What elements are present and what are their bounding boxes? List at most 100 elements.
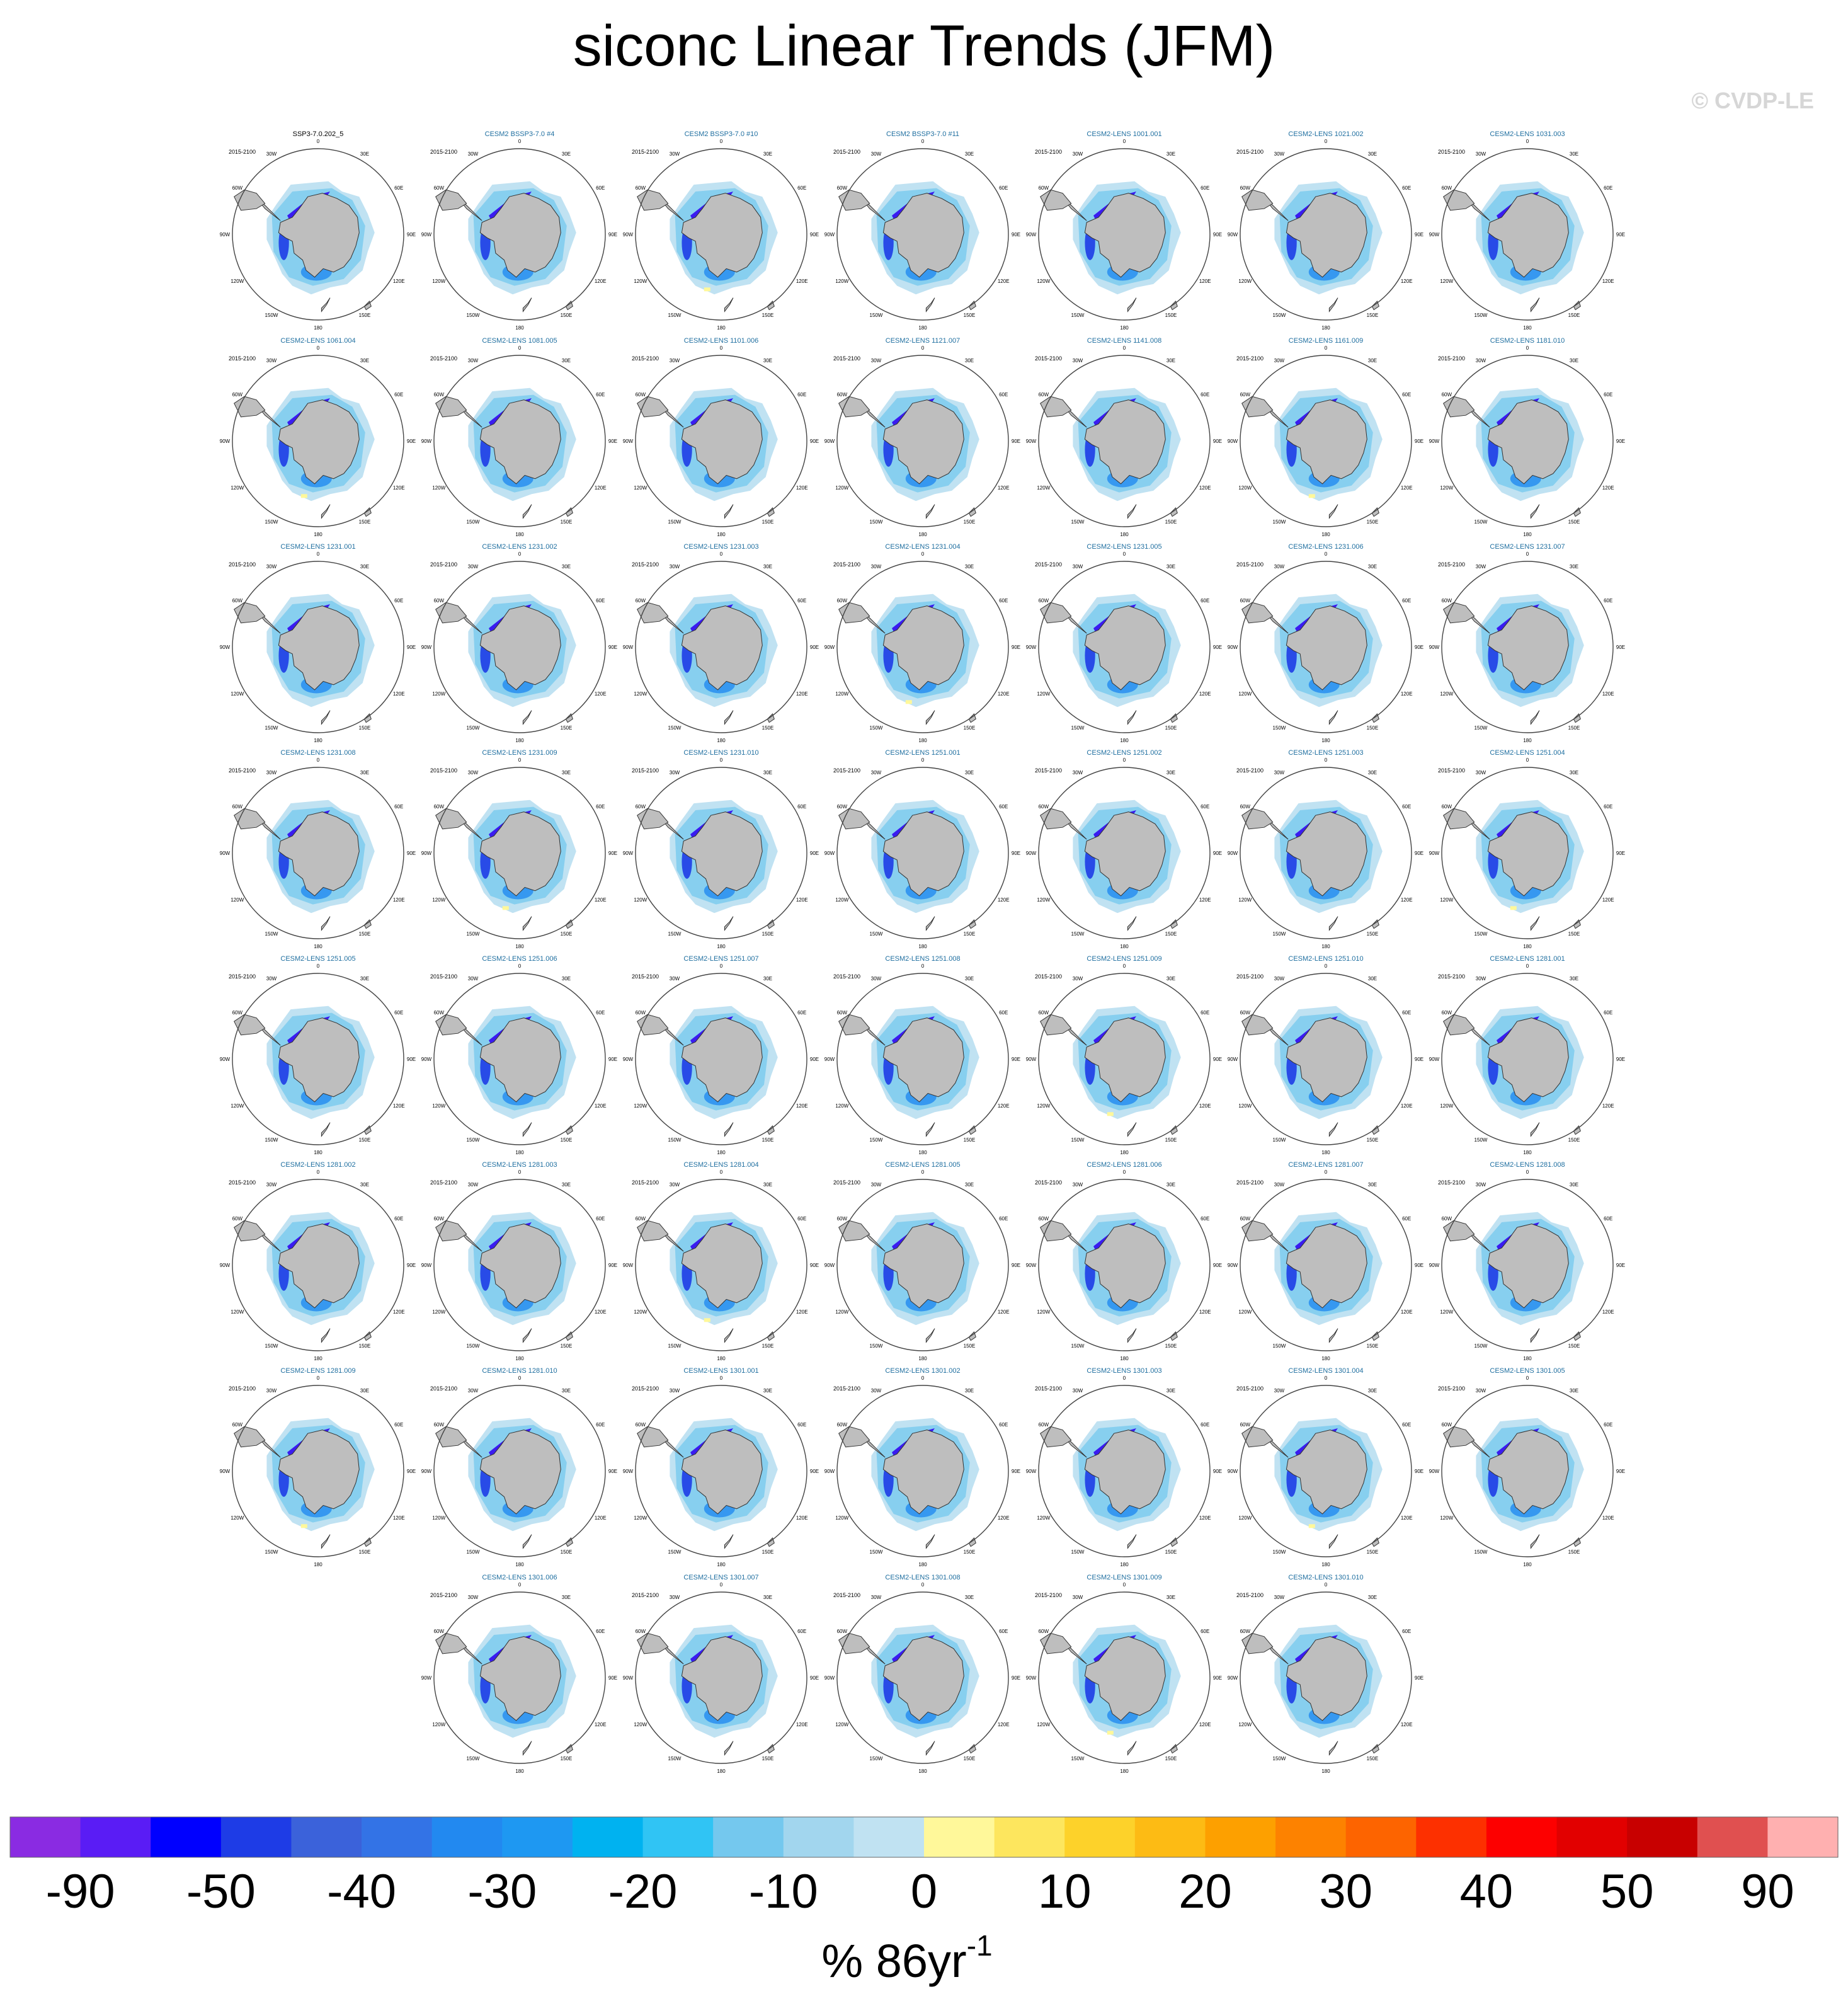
new-zealand <box>925 1328 935 1343</box>
longitude-label: 90E <box>1213 851 1222 856</box>
longitude-label: 30E <box>562 770 571 776</box>
longitude-label: 30W <box>1073 1182 1083 1188</box>
longitude-label: 150E <box>762 519 774 525</box>
longitude-label: 120E <box>393 1309 405 1315</box>
longitude-label: 150E <box>1568 519 1580 525</box>
longitude-label: 30E <box>965 976 974 982</box>
longitude-label: 90E <box>1012 1675 1020 1681</box>
longitude-label: 90W <box>1228 851 1238 856</box>
map-boundary <box>232 973 404 1145</box>
longitude-label: 60E <box>999 185 1008 191</box>
panel-title: CESM2-LENS 1231.004 <box>885 543 960 551</box>
longitude-label: 60E <box>1402 1422 1411 1428</box>
panel-title: CESM2-LENS 1281.008 <box>1490 1161 1565 1169</box>
antarctica-land <box>1286 399 1367 484</box>
longitude-label: 180 <box>918 325 927 331</box>
longitude-label: 180 <box>1321 944 1330 949</box>
south-america <box>435 1014 467 1036</box>
longitude-label: 30E <box>1368 358 1377 364</box>
longitude-label: 120W <box>1037 1103 1050 1109</box>
longitude-label: 60W <box>1442 1216 1452 1222</box>
map-boundary <box>635 355 807 527</box>
longitude-label: 120W <box>1238 897 1252 903</box>
new-zealand <box>1328 297 1338 312</box>
longitude-label: 90E <box>608 851 617 856</box>
longitude-label: 90E <box>1415 1675 1423 1681</box>
antarctica-land <box>882 811 964 897</box>
longitude-label: 30E <box>965 358 974 364</box>
map-boundary <box>1038 355 1211 527</box>
south-america <box>637 602 669 624</box>
map-panel: CESM2-LENS 1251.008 2015-2100 0 30E 60E 90E 12… <box>824 955 1020 1155</box>
longitude-label: 150E <box>1568 1137 1580 1143</box>
longitude-label: 30E <box>562 1595 571 1600</box>
longitude-label: 120W <box>634 278 647 284</box>
longitude-label: 90W <box>824 438 835 444</box>
map-panel: CESM2-LENS 1301.008 2015-2100 0 30E 60E 90E 12… <box>824 1574 1020 1774</box>
longitude-label: 120W <box>231 278 244 284</box>
longitude-label: 120W <box>634 1309 647 1315</box>
longitude-label: 120W <box>1238 691 1252 697</box>
longitude-label: 0 <box>921 345 925 351</box>
longitude-label: 120W <box>1037 1309 1050 1315</box>
longitude-label: 60W <box>1039 1216 1049 1222</box>
longitude-label: 150E <box>762 1343 774 1349</box>
longitude-label: 90W <box>623 1469 634 1474</box>
longitude-label: 30W <box>1274 770 1285 776</box>
longitude-label: 90W <box>623 1263 634 1268</box>
new-zealand <box>925 1741 935 1756</box>
map-panel: CESM2-LENS 1101.006 2015-2100 0 30E 60E 90E 12… <box>623 337 819 537</box>
panel-title: CESM2-LENS 1251.004 <box>1490 749 1565 757</box>
colorbar-swatch <box>1556 1817 1628 1857</box>
period-label: 2015-2100 <box>229 1179 256 1186</box>
longitude-label: 150W <box>1273 725 1286 731</box>
longitude-label: 30W <box>266 770 277 776</box>
new-zealand <box>321 1328 331 1343</box>
longitude-label: 0 <box>518 139 522 144</box>
longitude-label: 0 <box>518 551 522 557</box>
longitude-label: 30E <box>965 1182 974 1188</box>
longitude-label: 60W <box>636 1422 646 1428</box>
longitude-label: 180 <box>1523 1562 1532 1567</box>
longitude-label: 120E <box>796 897 808 903</box>
colorbar-frame <box>9 1816 1839 1858</box>
longitude-label: 60E <box>999 804 1008 810</box>
period-label: 2015-2100 <box>1035 149 1062 155</box>
longitude-label: 30W <box>871 976 882 982</box>
map-boundary <box>635 973 807 1145</box>
longitude-label: 90W <box>824 1469 835 1474</box>
longitude-label: 60W <box>837 804 848 810</box>
increase-patch <box>704 287 710 292</box>
longitude-label: 30W <box>871 1388 882 1394</box>
south-america <box>234 396 266 418</box>
panel-title: CESM2-LENS 1161.009 <box>1289 337 1363 345</box>
longitude-label: 90W <box>220 1263 231 1268</box>
map-panel: CESM2-LENS 1281.004 2015-2100 0 30E 60E 90E 12… <box>623 1161 819 1361</box>
map-boundary <box>1038 148 1211 321</box>
longitude-label: 30W <box>1476 1388 1486 1394</box>
new-zealand <box>724 916 734 931</box>
antarctica-land <box>882 1430 964 1515</box>
longitude-label: 0 <box>1526 551 1529 557</box>
longitude-label: 150E <box>762 1756 774 1762</box>
new-zealand <box>321 297 331 312</box>
longitude-label: 60E <box>999 1010 1008 1016</box>
map-panel: CESM2-LENS 1231.009 2015-2100 0 30E 60E 90E 12… <box>421 749 617 949</box>
longitude-label: 60E <box>797 1422 806 1428</box>
longitude-label: 60W <box>434 392 445 398</box>
longitude-label: 0 <box>1123 139 1126 144</box>
longitude-label: 120E <box>998 485 1010 491</box>
longitude-label: 30W <box>468 1595 479 1600</box>
longitude-label: 60E <box>797 185 806 191</box>
panel-title: CESM2-LENS 1281.003 <box>482 1161 557 1169</box>
map-panel: CESM2-LENS 1281.008 2015-2100 0 30E 60E 90E 12… <box>1429 1161 1625 1361</box>
map-boundary <box>1441 355 1614 527</box>
map-panel: CESM2-LENS 1231.004 2015-2100 0 30E 60E 90E 12… <box>824 543 1020 743</box>
longitude-label: 150E <box>1165 725 1177 731</box>
longitude-label: 120W <box>634 1103 647 1109</box>
longitude-label: 60E <box>1201 1629 1209 1634</box>
longitude-label: 120E <box>998 691 1010 697</box>
longitude-label: 120E <box>595 1103 607 1109</box>
longitude-label: 180 <box>1120 1562 1129 1567</box>
antarctica-land <box>1487 399 1569 484</box>
